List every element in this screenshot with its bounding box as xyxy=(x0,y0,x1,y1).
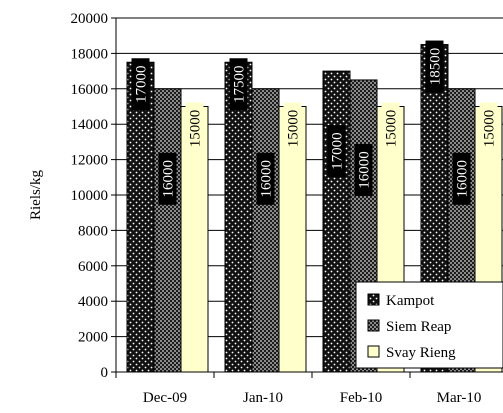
data-label-box xyxy=(158,152,177,205)
y-tick-label: 0 xyxy=(101,365,109,381)
data-label-group: 17000 xyxy=(327,125,346,178)
data-label: 17000 xyxy=(134,66,150,104)
bar-kampot xyxy=(322,70,351,373)
data-label: 16000 xyxy=(161,160,177,198)
bar-kampot xyxy=(224,61,253,373)
x-tick-label: Feb-10 xyxy=(340,390,383,406)
data-label-group: 16000 xyxy=(256,152,275,205)
legend-box xyxy=(355,281,503,369)
data-label-box xyxy=(327,125,346,178)
y-tick-label: 16000 xyxy=(71,82,109,98)
y-tick-label: 14000 xyxy=(71,117,109,133)
y-tick-label: 18000 xyxy=(71,46,109,62)
data-label-group: 15000 xyxy=(283,102,302,155)
y-tick-label: 4000 xyxy=(78,294,108,310)
legend-swatch xyxy=(367,319,380,332)
y-tick-label: 6000 xyxy=(78,259,108,275)
data-label-box xyxy=(256,152,275,205)
bar-siem-reap xyxy=(251,88,280,373)
bar-siem-reap xyxy=(153,88,182,373)
data-label-box xyxy=(381,102,400,155)
data-label-box xyxy=(452,152,471,205)
data-label-group: 17500 xyxy=(229,58,248,111)
legend-swatch xyxy=(367,293,380,306)
data-label: 17500 xyxy=(232,66,248,104)
data-label-group: 15000 xyxy=(479,102,498,155)
y-tick-label: 20000 xyxy=(71,11,109,27)
legend: Kampot Siem Reap Svay Rieng xyxy=(355,281,503,369)
y-axis-label: Riels/kg xyxy=(28,170,44,221)
data-label-box xyxy=(354,143,373,196)
data-label: 16000 xyxy=(259,160,275,198)
data-label: 17000 xyxy=(330,132,346,170)
data-label-group: 16000 xyxy=(452,152,471,205)
data-label-box xyxy=(283,102,302,155)
data-label: 15000 xyxy=(286,110,302,148)
data-label: 18500 xyxy=(428,48,444,86)
x-tick-label: Dec-09 xyxy=(143,390,187,406)
data-label: 15000 xyxy=(384,110,400,148)
y-tick-label: 10000 xyxy=(71,188,109,204)
data-label: 15000 xyxy=(482,110,498,148)
data-label-group: 18500 xyxy=(425,40,444,93)
legend-label: Svay Rieng xyxy=(386,345,456,361)
bars xyxy=(126,44,503,373)
data-label-box xyxy=(229,58,248,111)
legend-label: Siem Reap xyxy=(386,319,451,335)
legend-swatch xyxy=(367,345,380,358)
bar-kampot xyxy=(126,61,155,373)
y-tick-label: 12000 xyxy=(71,153,109,169)
data-label-group: 15000 xyxy=(185,102,204,155)
legend-label: Kampot xyxy=(386,293,435,309)
data-label-box xyxy=(425,40,444,93)
data-label-group: 17000 xyxy=(131,58,150,111)
data-label-box xyxy=(131,58,150,111)
y-tick-label: 8000 xyxy=(78,223,108,239)
data-label: 15000 xyxy=(188,110,204,148)
x-tick-label: Mar-10 xyxy=(437,390,482,406)
axes: 0 2000 4000 6000 8000 10000 12000 14000 16000 180… xyxy=(71,11,503,406)
data-label-box xyxy=(479,102,498,155)
y-tick-label: 2000 xyxy=(78,330,108,346)
data-label-group: 16000 xyxy=(354,143,373,196)
data-labels: 17000 16000 15000 17500 16000 15000 17000 16000… xyxy=(131,40,498,205)
data-label-box xyxy=(185,102,204,155)
data-label-group: 15000 xyxy=(381,102,400,155)
data-label: 16000 xyxy=(357,151,373,189)
x-tick-label: Jan-10 xyxy=(243,390,283,406)
data-label: 16000 xyxy=(455,160,471,198)
data-label-group: 16000 xyxy=(158,152,177,205)
